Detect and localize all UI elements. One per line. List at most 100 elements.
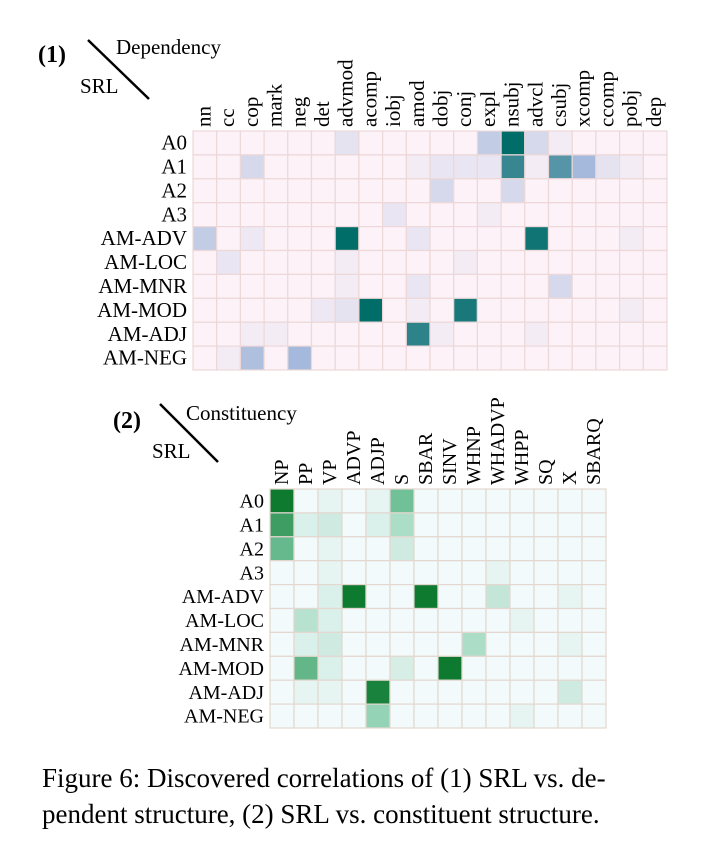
heatmap-cell [263,226,289,252]
heatmap-cell [341,631,367,657]
heatmap-cell [334,345,360,371]
heatmap-cell [358,297,384,323]
heatmap-cell [500,130,526,156]
heatmap-cell [263,130,289,156]
heatmap-cell [263,154,289,180]
heatmap-cell [429,130,455,156]
heatmap-cell [618,178,644,204]
heatmap-cell [216,321,241,347]
heatmap-cell [310,321,336,347]
heatmap-cell [642,345,668,371]
heatmap-cell [571,297,597,323]
heatmap-cell [382,202,407,228]
heatmap-cell [581,679,607,705]
heatmap-cell [581,703,607,729]
heatmap-cell [437,488,463,514]
heatmap-cell [293,512,319,538]
heatmap-cell [341,560,367,586]
heatmap-cell [524,249,550,275]
heatmap-cell [461,703,487,729]
heatmap-cell [571,249,597,275]
column-label: pobj [618,90,642,127]
heatmap-cell [581,655,607,681]
column-label: ADVP [343,431,365,485]
column-label: PP [295,463,317,485]
heatmap-cell [341,655,367,681]
heatmap-cell [453,130,479,156]
heatmap-cell [192,154,218,180]
heatmap-cell [389,536,415,562]
row-label: A1 [161,155,187,179]
heatmap-cell [524,154,550,180]
heatmap-cell [334,202,360,228]
column-label: SBARQ [583,418,605,485]
column-label: SINV [439,438,461,485]
heatmap-cell [476,130,502,156]
heatmap-cell [216,154,241,180]
heatmap-cell [571,178,597,204]
heatmap-cell [571,130,597,156]
heatmap-cell [476,202,502,228]
heatmap-cell [192,249,218,275]
column-label: advmod [334,59,358,127]
row-label: AM-NEG [184,706,264,728]
heatmap-cell [437,655,463,681]
heatmap-cell [389,631,415,657]
heatmap-cell [485,583,511,610]
heatmap-cell [192,226,218,252]
heatmap-cell [239,154,265,180]
row-label: AM-ADJ [188,682,264,704]
heatmap-cell [618,345,644,371]
heatmap-cell [365,703,391,729]
heatmap-cell [485,679,511,705]
heatmap-cell [216,249,241,275]
heatmap-cell [557,536,583,562]
heatmap-cell [405,226,431,252]
heatmap-cell [476,249,502,275]
row-label: A0 [161,131,187,155]
column-labels: nn cc cop mark neg det advmod acomp iobj amod dobj… [192,59,666,127]
heatmap-cell [547,297,573,323]
heatmap-cell [405,273,431,299]
heatmap-cell [317,631,343,657]
heatmap-cell [192,297,218,323]
heatmap-cell [509,703,535,729]
heatmap-cell [453,202,479,228]
column-label: cop [239,97,263,127]
heatmap-cell [382,178,407,204]
heatmap-cell [317,560,343,586]
heatmap-cell [429,345,455,371]
heatmap-cell [557,488,583,514]
heatmap-cell [239,345,265,371]
heatmap-cell [334,178,360,204]
heatmap-cell [317,607,343,633]
heatmap-cell [642,321,668,347]
heatmap-cell [287,154,313,180]
heatmap-cell [581,512,607,538]
heatmap-cell [533,560,559,586]
heatmap-cell [429,249,455,275]
heatmap-cell [437,607,463,633]
heatmap-cell [239,130,265,156]
heatmap-cell [293,560,319,586]
row-label: A0 [240,491,264,513]
heatmap-cell [341,703,367,729]
heatmap-cell [269,583,295,610]
column-label: X [559,470,581,485]
heatmap-cell [533,583,559,610]
heatmap-cell [334,226,360,252]
heatmap-cell [334,273,360,299]
heatmap-cell [382,321,407,347]
heatmap-cell [618,130,644,156]
heatmap-cell [500,345,526,371]
heatmap-cell [341,679,367,705]
heatmap-cell [317,536,343,562]
heatmap-cell [509,679,535,705]
heatmap-cell [405,345,431,371]
heatmap-cell [287,178,313,204]
heatmap-cell [287,321,313,347]
heatmap-cell [365,536,391,562]
heatmap-cell [239,321,265,347]
heatmap-cell [533,703,559,729]
heatmap-cell [341,488,367,514]
